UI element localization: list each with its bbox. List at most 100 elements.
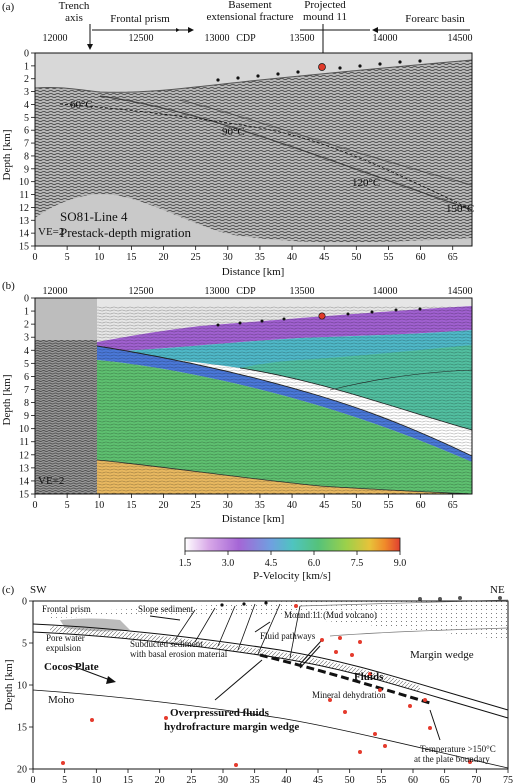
panel-b-x-ticks: 0 5 10 15 20 25 30 35 40 45 50 55 60 65 xyxy=(33,494,458,511)
x-tick-label: 25 xyxy=(191,500,201,511)
arrow-line xyxy=(214,659,263,701)
y-tick-label: 1 xyxy=(24,307,29,318)
station-marker xyxy=(260,319,264,323)
earthquake-marker xyxy=(350,653,354,657)
y-tick-label: 5 xyxy=(24,359,29,370)
margin-wedge-label: Margin wedge xyxy=(410,649,474,661)
panel-a-frame xyxy=(34,52,473,247)
cdp-tick: 14000 xyxy=(373,33,398,44)
fluid-pathway-line xyxy=(257,603,281,655)
x-tick-label: 10 xyxy=(91,775,101,783)
station-marker xyxy=(438,597,442,601)
fluid-pathways xyxy=(174,603,301,659)
x-tick-label: 60 xyxy=(416,252,426,263)
y-tick-label: 20 xyxy=(17,765,27,776)
plate-boundary-b xyxy=(96,345,473,457)
earthquake-marker xyxy=(468,760,472,764)
temperature-label-1: Temperature >150°C xyxy=(420,744,496,754)
cocos-arrow xyxy=(69,664,111,681)
frontal-prism-label-c: Frontal prism xyxy=(42,604,91,614)
subducted-label-2: with basal erosion material xyxy=(130,649,228,659)
panel-b-station-markers xyxy=(216,307,422,327)
y-tick-label: 11 xyxy=(19,190,29,201)
basement-label-1: Basement xyxy=(228,0,271,11)
isotherm-60: 60°C xyxy=(70,99,93,111)
panel-b: (b) 12000 12500 13000 CDP 13500 14000 14… xyxy=(1,280,473,582)
panel-c-ylabel: Depth [km] xyxy=(3,659,15,710)
station-marker xyxy=(220,603,224,607)
x-tick-label: 45 xyxy=(319,500,329,511)
earthquake-marker xyxy=(334,650,338,654)
cdp-tick: 14500 xyxy=(448,286,473,297)
y-tick-label: 5 xyxy=(22,639,27,650)
fluids-path xyxy=(259,653,431,705)
x-tick-label: 75 xyxy=(503,775,513,783)
y-tick-label: 9 xyxy=(24,411,29,422)
x-tick-label: 25 xyxy=(191,252,201,263)
station-marker xyxy=(346,312,350,316)
station-marker xyxy=(216,78,220,82)
ne-label: NE xyxy=(490,584,505,596)
y-tick-label: 4 xyxy=(24,346,29,357)
x-tick-label: 40 xyxy=(287,500,297,511)
y-tick-label: 5 xyxy=(24,113,29,124)
station-marker xyxy=(276,72,280,76)
station-marker xyxy=(418,307,422,311)
mound11-label: Mound 11 (Mud volcano) xyxy=(284,610,377,620)
panel-c-label: (c) xyxy=(2,584,15,596)
panel-a-ve: VE=2 xyxy=(38,226,64,238)
trench-axis-label-2: axis xyxy=(65,12,83,24)
panel-b-left-seismic xyxy=(35,340,97,494)
panel-a-ylabel: Depth [km] xyxy=(1,129,13,180)
colorbar-tick-label: 3.0 xyxy=(222,558,235,569)
panel-b-label: (b) xyxy=(2,280,15,292)
x-tick-label: 20 xyxy=(155,775,165,783)
y-tick-label: 12 xyxy=(19,203,29,214)
mound-11-marker xyxy=(318,63,326,71)
earthquake-marker xyxy=(383,744,387,748)
colorbar-tick-label: 4.5 xyxy=(265,558,278,569)
seafloor-line xyxy=(34,59,473,93)
y-tick-label: 8 xyxy=(24,398,29,409)
overpressured-label-1: Overpressured fluids xyxy=(170,707,270,719)
x-tick-label: 70 xyxy=(471,775,481,783)
y-tick-label: 0 xyxy=(22,597,27,608)
subducted-label-1: Subducted sediment xyxy=(130,639,203,649)
arrow-line xyxy=(149,615,181,621)
x-tick-label: 30 xyxy=(218,775,228,783)
slope-sediment-area xyxy=(50,598,508,640)
station-marker xyxy=(394,308,398,312)
colorbar-tick-label: 6.0 xyxy=(308,558,321,569)
arrow-line xyxy=(429,709,441,741)
water-column xyxy=(35,53,472,93)
subducted-sediment-area xyxy=(50,626,420,692)
slope-sediment-label: Slope sediment xyxy=(138,604,194,614)
x-tick-label: 50 xyxy=(345,775,355,783)
x-tick-label: 25 xyxy=(186,775,196,783)
x-tick-label: 35 xyxy=(250,775,260,783)
station-marker xyxy=(236,76,240,80)
earthquake-marker xyxy=(368,672,372,676)
earthquake-marker xyxy=(373,732,377,736)
y-tick-label: 12 xyxy=(19,450,29,461)
y-tick-label: 2 xyxy=(24,320,29,331)
y-tick-label: 14 xyxy=(19,229,29,240)
forearc-basin-label: Forearc basin xyxy=(405,13,465,25)
x-tick-label: 40 xyxy=(281,775,291,783)
station-marker xyxy=(338,66,342,70)
y-tick-label: 4 xyxy=(24,100,29,111)
inner-boundary-b xyxy=(329,369,473,391)
temperature-label-2: at the plate boundary xyxy=(414,754,490,764)
pore-water-label-2: expulsion xyxy=(46,643,81,653)
trench-axis-label-1: Trench xyxy=(59,0,90,12)
y-tick-label: 0 xyxy=(24,294,29,305)
x-tick-label: 15 xyxy=(126,500,136,511)
cdp-tick: 14500 xyxy=(448,33,473,44)
projected-label-2: mound 11 xyxy=(303,11,347,23)
panel-a-xlabel: Distance [km] xyxy=(222,266,285,278)
station-marker xyxy=(256,74,260,78)
cdp-tick: 13500 xyxy=(290,286,315,297)
y-tick-label: 10 xyxy=(19,424,29,435)
wedge-boundary-b xyxy=(239,367,473,431)
